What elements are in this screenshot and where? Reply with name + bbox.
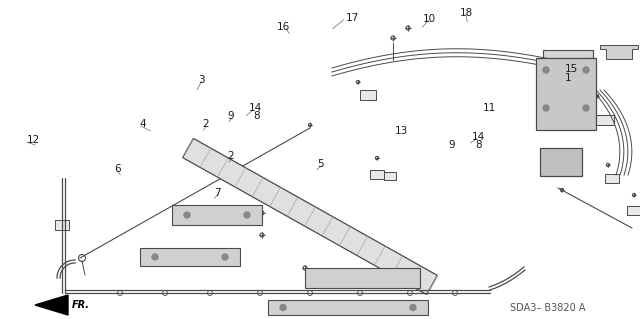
Text: SDA3– B3820 A: SDA3– B3820 A [510,303,586,313]
Text: 9: 9 [448,140,454,150]
Text: 2: 2 [202,119,209,130]
Text: 3: 3 [198,75,205,85]
Text: 8: 8 [476,140,482,150]
Polygon shape [600,45,638,59]
Circle shape [184,212,190,218]
Bar [370,169,384,179]
Circle shape [583,105,589,111]
Polygon shape [182,138,437,294]
Text: 2: 2 [227,151,234,161]
Text: 8: 8 [253,111,259,122]
Polygon shape [543,50,593,70]
Text: 14: 14 [472,132,485,142]
Text: 7: 7 [214,188,220,198]
Text: 5: 5 [317,159,324,169]
Text: 12: 12 [27,135,40,145]
Text: FR.: FR. [72,300,90,310]
Text: 6: 6 [114,164,120,174]
Text: 1: 1 [564,73,571,83]
Text: 11: 11 [483,103,496,114]
Bar [627,205,640,214]
Text: 18: 18 [460,8,473,18]
Text: 4: 4 [140,119,146,130]
Bar [605,174,619,182]
Bar [384,172,396,180]
Bar [55,220,69,230]
Circle shape [543,105,549,111]
Circle shape [280,305,286,310]
Circle shape [222,254,228,260]
Bar [594,115,614,125]
Text: 14: 14 [248,103,262,114]
Bar [540,148,582,176]
Circle shape [583,67,589,73]
Text: 13: 13 [395,126,408,136]
Polygon shape [35,295,68,315]
Text: 9: 9 [227,111,234,122]
Text: 16: 16 [276,22,290,32]
Bar [536,58,596,130]
Bar [140,248,240,266]
Bar [305,268,420,288]
Text: 10: 10 [422,13,436,24]
Circle shape [410,305,416,310]
Text: 15: 15 [564,63,578,74]
Circle shape [543,67,549,73]
Bar [172,205,262,225]
Circle shape [152,254,158,260]
Circle shape [244,212,250,218]
Bar [360,90,376,100]
Bar [268,300,428,315]
Text: 17: 17 [346,12,359,23]
